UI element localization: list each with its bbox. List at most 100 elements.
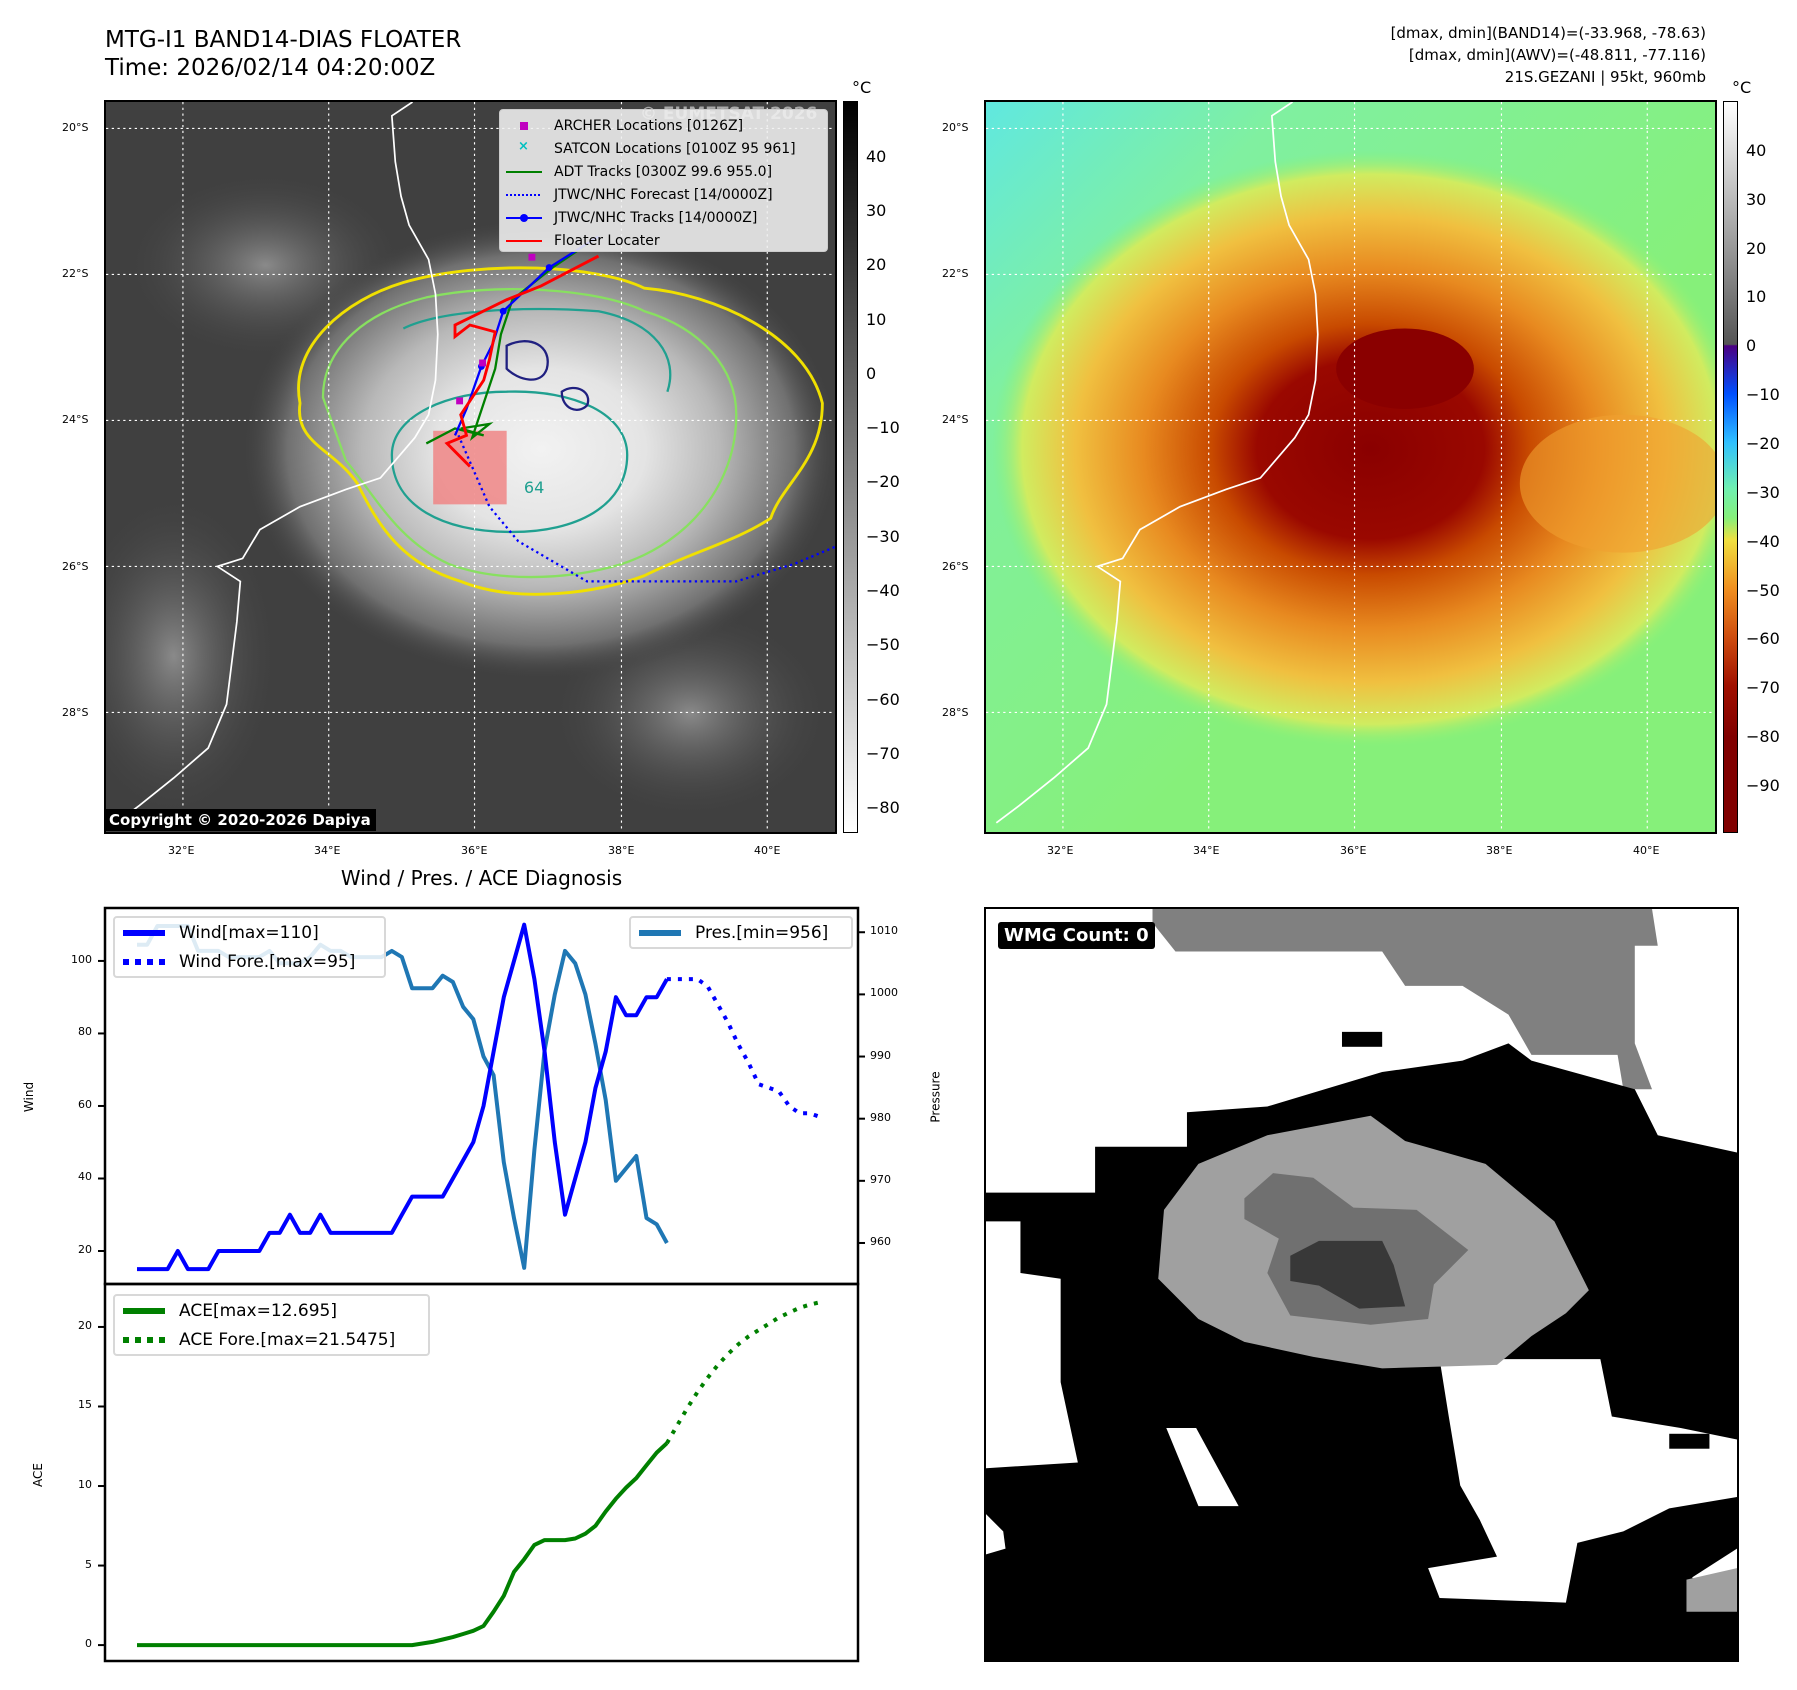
y-tick-label: 20 bbox=[78, 1318, 92, 1332]
figure-time: Time: 2026/02/14 04:20:00Z bbox=[105, 55, 436, 81]
colorbar-tick-label: −30 bbox=[866, 526, 900, 546]
contour-cold bbox=[505, 340, 549, 381]
colorbar-tick-label: −20 bbox=[866, 472, 900, 492]
ace-axes-frame bbox=[103, 1282, 860, 1663]
pressure-axis-label: Pressure bbox=[928, 1071, 943, 1123]
legend-swatch: × bbox=[518, 138, 529, 154]
legend-swatch bbox=[506, 165, 542, 179]
enhanced-map-image bbox=[986, 102, 1715, 832]
colorbar-tick-label: −30 bbox=[1746, 482, 1780, 502]
enhanced-colorbar bbox=[1723, 101, 1738, 833]
wind-axis-label: Wind bbox=[22, 1081, 37, 1113]
colorbar-tick-label: 20 bbox=[866, 255, 887, 275]
colorbar-tick-label: 10 bbox=[866, 309, 887, 329]
legend-entry: × SATCON Locations [0100Z 95 961] bbox=[500, 137, 827, 160]
colorbar-tick-label: −70 bbox=[866, 743, 900, 763]
colorbar-tick-label: −80 bbox=[866, 798, 900, 818]
lon-tick-label: 40°E bbox=[754, 844, 781, 857]
y2-tick-label: 970 bbox=[870, 1172, 891, 1186]
y-tick-label: 60 bbox=[78, 1097, 92, 1111]
lon-tick-label: 38°E bbox=[1486, 844, 1513, 857]
legend-entry: ADT Tracks [0300Z 99.6 955.0] bbox=[500, 160, 827, 183]
legend-label: JTWC/NHC Tracks [14/0000Z] bbox=[554, 209, 758, 226]
lon-tick-label: 34°E bbox=[314, 844, 341, 857]
legend-swatch bbox=[123, 958, 165, 965]
wind-line bbox=[137, 922, 669, 1272]
colorbar-tick-label: −50 bbox=[866, 635, 900, 655]
lat-tick-label: 24°S bbox=[62, 413, 89, 426]
colorbar-tick-label: 20 bbox=[1746, 238, 1767, 258]
contour-64 bbox=[390, 390, 629, 534]
ir-colorbar bbox=[843, 101, 858, 833]
copyright-label: Copyright © 2020-2026 Dapiya bbox=[104, 809, 376, 831]
jtwc-forecast-track bbox=[457, 434, 835, 583]
stats-block: [dmax, dmin](BAND14)=(-33.968, -78.63) [… bbox=[1391, 22, 1706, 88]
legend-label: Wind[max=110] bbox=[179, 922, 319, 943]
legend-ace: ACE[max=12.695] bbox=[115, 1296, 428, 1325]
colorbar-tick-label: −10 bbox=[866, 418, 900, 438]
y-tick-label: 80 bbox=[78, 1025, 92, 1039]
ir-map-image: 64 bbox=[106, 102, 835, 832]
colorbar-tick-label: −10 bbox=[1746, 385, 1780, 405]
colorbar-tick-label: −50 bbox=[1746, 580, 1780, 600]
lat-tick-label: 22°S bbox=[62, 267, 89, 280]
y-tick-label: 15 bbox=[78, 1398, 92, 1412]
lon-tick-label: 40°E bbox=[1633, 844, 1660, 857]
legend-label: SATCON Locations [0100Z 95 961] bbox=[554, 140, 796, 157]
colorbar-tick-label: −60 bbox=[866, 689, 900, 709]
ace-forecast-line bbox=[665, 1300, 821, 1445]
legend-ace-forecast: ACE Fore.[max=21.5475] bbox=[115, 1325, 428, 1354]
legend-label: ADT Tracks [0300Z 99.6 955.0] bbox=[554, 163, 773, 180]
ace-axis-label: ACE bbox=[30, 1463, 45, 1487]
legend-swatch bbox=[506, 234, 542, 248]
legend-pressure: Pres.[min=956] bbox=[631, 918, 851, 947]
colorbar-tick-label: 30 bbox=[1746, 189, 1767, 209]
ace-line bbox=[137, 1441, 669, 1648]
chart-title: Wind / Pres. / ACE Diagnosis bbox=[340, 866, 623, 890]
coastline-enhanced bbox=[995, 102, 1319, 824]
colorbar-tick-label: 40 bbox=[1746, 140, 1767, 160]
colorbar-tick-label: 0 bbox=[866, 363, 877, 383]
colorbar-tick-label: 10 bbox=[1746, 287, 1767, 307]
legend-label: JTWC/NHC Forecast [14/0000Z] bbox=[554, 186, 773, 203]
legend-swatch bbox=[506, 119, 542, 133]
pressure-legend: Pres.[min=956] bbox=[629, 916, 853, 949]
lat-tick-label: 26°S bbox=[62, 560, 89, 573]
floater-track bbox=[444, 254, 600, 468]
stats-band14: [dmax, dmin](BAND14)=(-33.968, -78.63) bbox=[1390, 24, 1706, 42]
lon-tick-label: 36°E bbox=[461, 844, 488, 857]
contour-31 bbox=[297, 266, 824, 596]
lat-tick-label: 28°S bbox=[62, 706, 89, 719]
legend-label: Pres.[min=956] bbox=[695, 922, 829, 943]
legend-wind-forecast: Wind Fore.[max=95] bbox=[115, 947, 384, 976]
colorbar-tick-label: 30 bbox=[866, 201, 887, 221]
contour-label: 64 bbox=[524, 478, 544, 497]
colorbar-tick-label: −90 bbox=[1746, 776, 1780, 796]
colorbar-tick-label: 0 bbox=[1746, 336, 1757, 356]
lat-tick-label: 26°S bbox=[942, 560, 969, 573]
colorbar-tick-label: −20 bbox=[1746, 434, 1780, 454]
colorbar-tick-label: 40 bbox=[866, 146, 887, 166]
legend-entry: Floater Locater bbox=[500, 229, 827, 252]
y-tick-label: 100 bbox=[71, 952, 92, 966]
lon-tick-label: 32°E bbox=[168, 844, 195, 857]
ir-map: 64 bbox=[104, 100, 837, 834]
lon-tick-label: 32°E bbox=[1047, 844, 1074, 857]
stats-storm: 21S.GEZANI | 95kt, 960mb bbox=[1504, 68, 1706, 86]
y2-tick-label: 960 bbox=[870, 1234, 891, 1248]
legend-swatch bbox=[123, 929, 165, 936]
legend-swatch bbox=[123, 1336, 165, 1343]
legend-entry: ARCHER Locations [0126Z] bbox=[500, 114, 827, 137]
ace-legend: ACE[max=12.695] ACE Fore.[max=21.5475] bbox=[113, 1294, 430, 1356]
coastline bbox=[115, 102, 439, 824]
wmg-image bbox=[986, 909, 1737, 1660]
lat-tick-label: 22°S bbox=[942, 267, 969, 280]
colorbar-tick-label: −60 bbox=[1746, 629, 1780, 649]
legend-swatch bbox=[506, 188, 542, 202]
y2-tick-label: 980 bbox=[870, 1110, 891, 1124]
colorbar-tick-label: −40 bbox=[866, 580, 900, 600]
legend-label: Floater Locater bbox=[554, 232, 660, 249]
lat-tick-label: 24°S bbox=[942, 413, 969, 426]
